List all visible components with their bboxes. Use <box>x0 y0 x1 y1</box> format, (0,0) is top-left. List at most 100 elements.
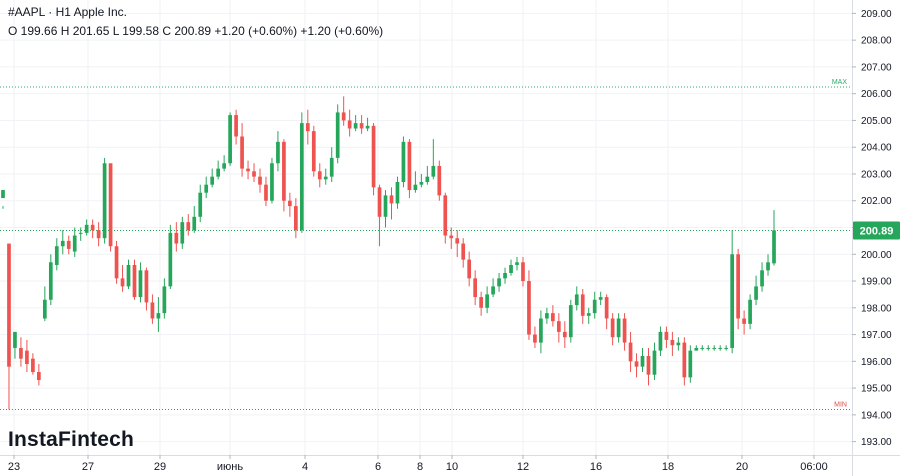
candle <box>574 286 579 311</box>
candle-body <box>515 262 519 265</box>
candle <box>539 310 543 354</box>
candle <box>545 307 549 324</box>
candle-body <box>431 165 436 177</box>
candle <box>365 117 370 132</box>
candle-body <box>634 361 639 367</box>
instafintech-logo: InstaFintech <box>8 428 135 451</box>
y-tick-label: 198.00 <box>861 303 892 314</box>
candle <box>228 112 232 166</box>
x-tick-label: 18 <box>662 461 674 473</box>
candle <box>515 256 519 271</box>
candle-body <box>592 299 597 314</box>
candle <box>270 157 274 204</box>
candle <box>682 337 687 386</box>
candle <box>389 187 394 220</box>
candle-body <box>688 350 693 378</box>
candle <box>509 259 513 276</box>
candle-body <box>742 318 746 324</box>
candle <box>395 176 400 209</box>
candle-body <box>114 246 119 279</box>
candle <box>108 163 113 252</box>
candle <box>688 345 693 383</box>
candle <box>467 251 472 287</box>
candle <box>305 109 310 145</box>
candle-body <box>72 235 77 252</box>
candle <box>706 345 711 351</box>
candle <box>461 238 466 268</box>
candle <box>670 331 675 356</box>
candle <box>694 345 699 351</box>
candle <box>551 305 555 327</box>
candle <box>748 294 752 330</box>
y-axis: 193.00 194.00 195.00 196.00 197.00 198.00 199.… <box>852 0 900 476</box>
symbol-title: #AAPL · H1 Apple Inc. <box>8 5 127 19</box>
y-tick-label: 206.00 <box>861 89 892 100</box>
candle-body <box>497 278 501 287</box>
candle <box>449 227 454 249</box>
candle-body <box>766 262 770 271</box>
candle-body <box>443 195 448 236</box>
candle-body <box>84 224 89 233</box>
candle-body <box>754 286 758 300</box>
last-price-label: 200.89 <box>860 225 894 237</box>
candle <box>90 219 95 239</box>
candle <box>353 115 358 132</box>
y-tick-label: 195.00 <box>861 384 892 395</box>
candle <box>718 345 723 351</box>
candle-body <box>198 192 203 217</box>
candle-body <box>258 176 262 185</box>
candle <box>96 222 101 247</box>
x-tick-label: 27 <box>82 461 94 473</box>
candle-body <box>216 168 221 177</box>
candle-body <box>252 171 256 177</box>
candle-body <box>78 232 83 234</box>
candle <box>329 147 334 182</box>
candle <box>419 173 424 188</box>
candle-body <box>60 240 65 247</box>
candle <box>437 160 442 201</box>
candle <box>568 299 573 343</box>
candle <box>676 337 681 351</box>
candle-body <box>718 347 723 349</box>
candle-body <box>186 222 191 231</box>
candle <box>234 109 238 145</box>
candle-body <box>246 168 250 172</box>
candle-body <box>347 120 352 129</box>
candle-body <box>234 115 238 137</box>
candle-body <box>144 270 149 303</box>
candle-body <box>317 171 322 180</box>
candle-body <box>31 358 35 373</box>
y-tick-label: 196.00 <box>861 357 892 368</box>
candle <box>377 184 382 247</box>
candle-body <box>604 297 609 319</box>
candle <box>25 339 29 373</box>
candle <box>66 235 71 255</box>
candle <box>282 139 286 212</box>
candle-body <box>533 334 537 343</box>
candle-body <box>294 206 298 231</box>
y-tick-label: 205.00 <box>861 116 892 127</box>
candle-body <box>437 165 442 196</box>
candle <box>622 313 627 351</box>
candle-body <box>401 141 406 182</box>
candle <box>724 345 729 351</box>
candle <box>156 297 161 332</box>
candle-body <box>66 240 71 249</box>
candle-body <box>551 313 555 322</box>
candle-body <box>407 141 412 191</box>
candle <box>503 267 507 284</box>
candle <box>586 307 591 324</box>
candle <box>258 168 262 193</box>
candle <box>192 206 197 233</box>
candle-body <box>562 331 567 338</box>
candle <box>341 96 346 126</box>
max-level-label: MAX <box>832 79 848 86</box>
candle-body <box>210 176 215 185</box>
candle <box>132 259 137 300</box>
candle-body <box>706 347 711 349</box>
candle-body <box>299 123 304 231</box>
candle <box>252 163 256 182</box>
candle-body <box>276 141 280 164</box>
candle-body <box>108 163 113 247</box>
